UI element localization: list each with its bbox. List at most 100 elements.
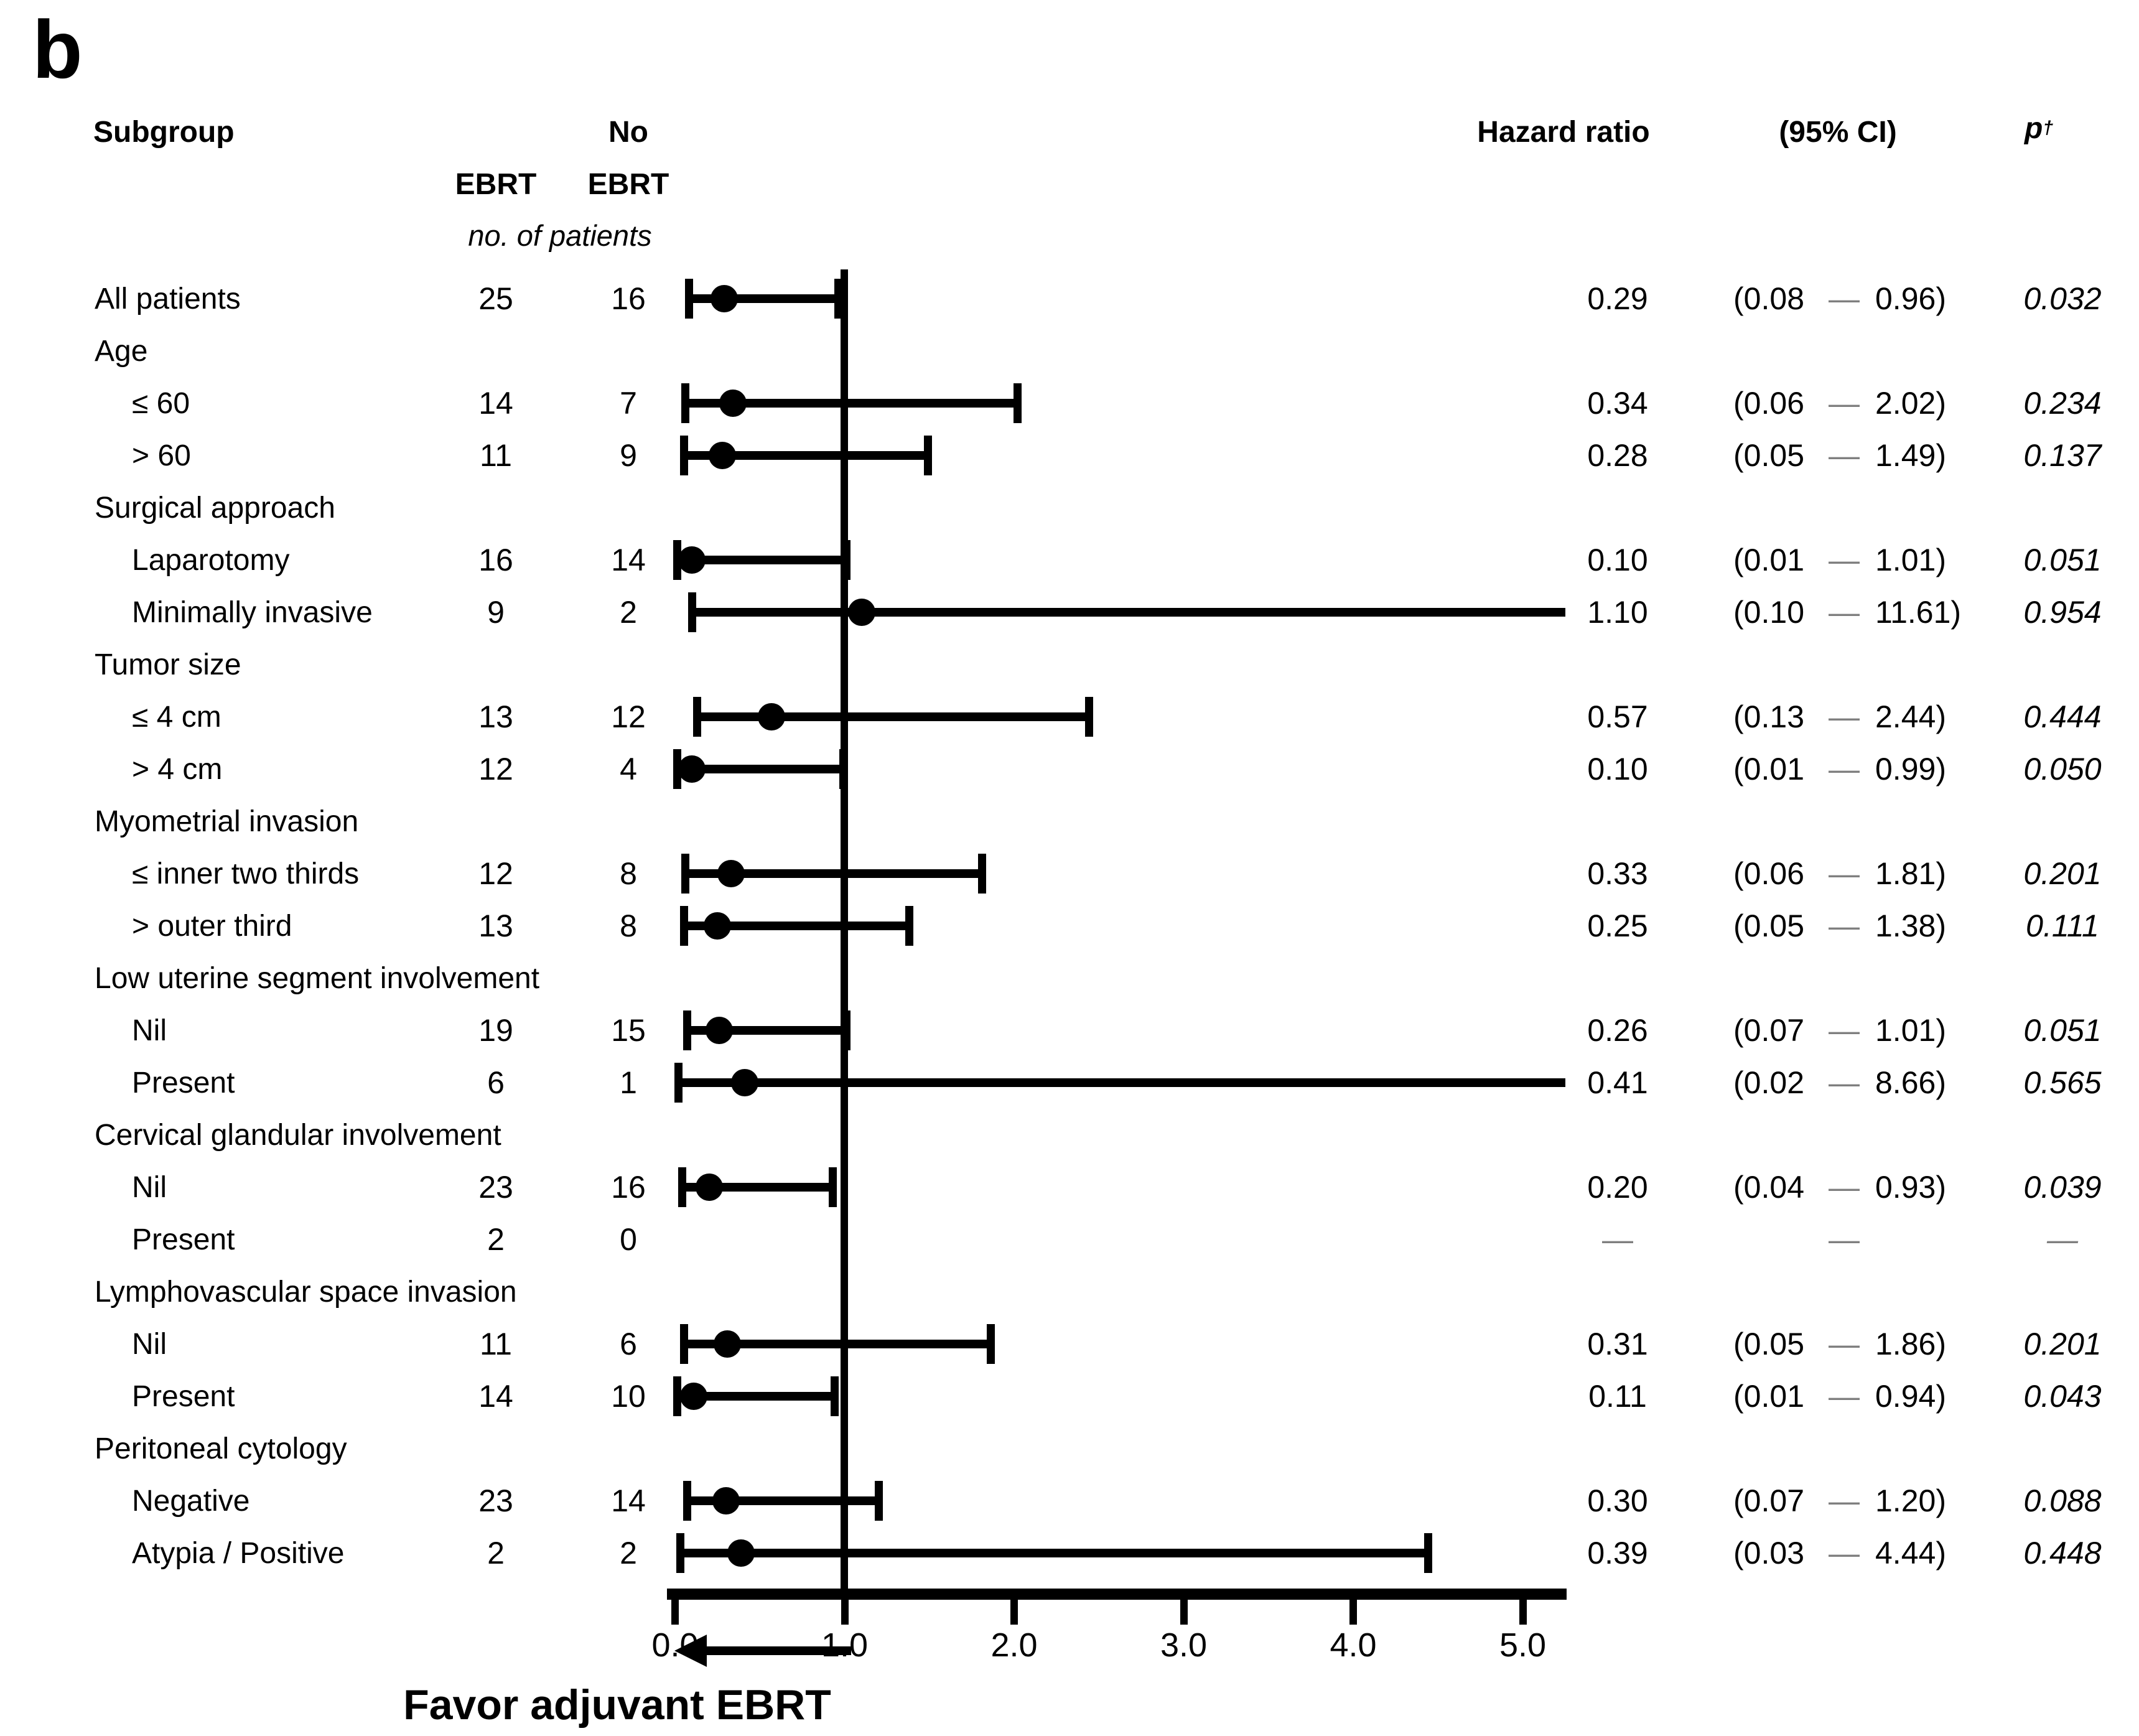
p-value: 0.088	[2023, 1483, 2102, 1518]
x-axis-tick	[1010, 1600, 1018, 1625]
p-value: 0.039	[2023, 1170, 2102, 1205]
ci-cap-left	[684, 279, 693, 319]
ebrt-count: 23	[478, 1483, 513, 1518]
ebrt-count: 2	[487, 1536, 505, 1570]
ci-dash: —	[1829, 1065, 1860, 1100]
no-ebrt-count: 4	[620, 752, 637, 786]
point-estimate-dot	[709, 442, 737, 469]
hazard-ratio-value: 0.39	[1587, 1536, 1648, 1570]
p-value: 0.032	[2023, 281, 2102, 316]
ci-cap-left	[673, 1376, 681, 1416]
no-ebrt-count: 16	[611, 281, 646, 316]
no-ebrt-count: 7	[620, 386, 637, 421]
ci-upper-value: 1.81)	[1875, 856, 1946, 891]
ci-cap-left	[676, 1533, 685, 1573]
ci-upper-value: 1.86)	[1875, 1327, 1946, 1361]
row-group-label: Tumor size	[95, 648, 241, 681]
ci-cap-right	[829, 1167, 837, 1207]
point-estimate-dot	[704, 912, 732, 940]
ci-bar	[683, 922, 910, 930]
p-value: 0.051	[2023, 1013, 2102, 1048]
ci-upper-value: 11.61)	[1875, 595, 1962, 630]
ci-dash: —	[1829, 1379, 1860, 1414]
p-value: 0.565	[2023, 1065, 2102, 1100]
hazard-ratio-value: 0.10	[1587, 543, 1648, 577]
point-estimate-dot	[714, 1330, 742, 1358]
ci-bar	[685, 869, 982, 878]
hazard-ratio-value: 0.34	[1587, 386, 1648, 421]
ci-lower-value: (0.01	[1733, 752, 1804, 786]
ci-lower-value: (0.03	[1733, 1536, 1804, 1570]
x-axis-tick	[1180, 1600, 1188, 1625]
ci-cap-right	[986, 1324, 995, 1364]
x-axis-tick	[671, 1600, 679, 1625]
column-header-no: No	[608, 115, 648, 149]
hazard-ratio-value: 0.33	[1587, 856, 1648, 891]
point-estimate-dot	[678, 755, 706, 783]
ci-cap-left	[683, 1481, 692, 1521]
column-header-ci: (95% CI)	[1779, 115, 1897, 149]
hazard-ratio-value: 0.11	[1588, 1379, 1647, 1414]
no-ebrt-count: 1	[620, 1065, 637, 1100]
ci-upper-value: 1.01)	[1875, 543, 1946, 577]
ci-dash: —	[1829, 752, 1860, 786]
ci-lower-value: (0.05	[1733, 438, 1804, 473]
ci-cap-left	[683, 1010, 692, 1050]
ci-dash: —	[1829, 438, 1860, 473]
ci-lower-value: (0.02	[1733, 1065, 1804, 1100]
no-ebrt-count: 15	[611, 1013, 646, 1048]
ci-dash: —	[1829, 1170, 1860, 1205]
ci-cap-left	[673, 749, 681, 789]
row-group-label: Cervical glandular involvement	[95, 1118, 501, 1152]
no-ebrt-count: 8	[620, 908, 637, 943]
point-estimate-dot	[717, 860, 745, 887]
ebrt-count: 25	[478, 281, 513, 316]
row-label: > outer third	[132, 909, 292, 943]
reference-line-hr-1	[841, 269, 848, 1600]
p-value: 0.050	[2023, 752, 2102, 786]
x-axis-tick-label: 1.0	[821, 1626, 869, 1664]
point-estimate-dot	[712, 1487, 740, 1514]
ci-lower-value: (0.06	[1733, 386, 1804, 421]
ebrt-count: 19	[478, 1013, 513, 1048]
ci-cap-right	[831, 1376, 839, 1416]
ci-bar	[683, 1340, 990, 1348]
ci-dash: —	[1829, 908, 1860, 943]
ci-bar	[676, 1392, 835, 1401]
point-estimate-dot	[705, 1017, 733, 1044]
p-value: 0.201	[2023, 1327, 2102, 1361]
point-estimate-dot	[730, 1069, 758, 1096]
ci-bar	[685, 399, 1018, 408]
ebrt-count: 12	[478, 752, 513, 786]
point-estimate-dot	[711, 285, 739, 312]
row-label: ≤ 60	[132, 386, 190, 420]
hazard-ratio-value: 0.25	[1587, 908, 1648, 943]
row-label: ≤ inner two thirds	[132, 857, 360, 890]
row-label: Present	[132, 1066, 235, 1099]
ci-bar	[697, 712, 1089, 721]
no-ebrt-count: 6	[620, 1327, 637, 1361]
column-header-no-ebrt: EBRT	[587, 167, 669, 201]
ci-upper-value: 2.02)	[1875, 386, 1946, 421]
row-label: > 4 cm	[132, 752, 223, 786]
ci-cap-left	[679, 906, 688, 946]
ebrt-count: 14	[478, 386, 513, 421]
hazard-ratio-value: 0.57	[1587, 699, 1648, 734]
ci-cap-right	[1014, 383, 1022, 423]
row-group-label: Surgical approach	[95, 491, 335, 525]
ci-cap-right	[1084, 697, 1093, 737]
ci-lower-value: (0.07	[1733, 1483, 1804, 1518]
row-label: Nil	[132, 1170, 167, 1204]
x-axis-tick-label: 5.0	[1499, 1626, 1547, 1664]
hazard-ratio-value: 0.31	[1587, 1327, 1648, 1361]
point-estimate-dot	[727, 1539, 755, 1567]
p-value: 0.448	[2023, 1536, 2102, 1570]
ebrt-count: 14	[478, 1379, 513, 1414]
column-header-ebrt: EBRT	[455, 167, 537, 201]
hazard-ratio-value: 0.30	[1587, 1483, 1648, 1518]
point-estimate-dot	[847, 599, 875, 626]
no-ebrt-count: 10	[611, 1379, 646, 1414]
ebrt-count: 9	[487, 595, 505, 630]
point-estimate-dot	[679, 1383, 707, 1410]
